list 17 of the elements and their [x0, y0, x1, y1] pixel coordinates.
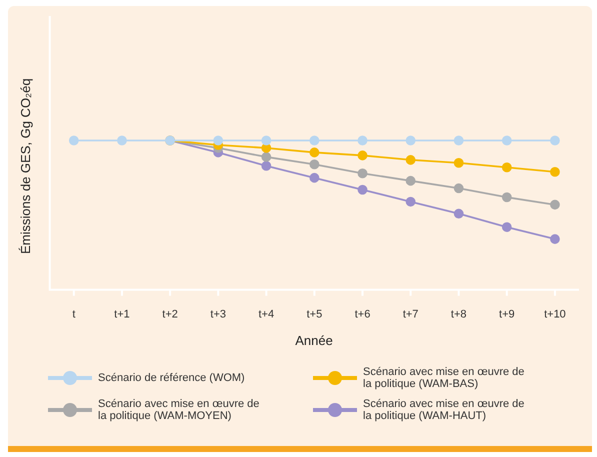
x-tick-label: t+1 [114, 308, 130, 320]
y-axis-title: Émissions de GES, Gg CO₂éq [18, 77, 33, 256]
x-tick-label: t+2 [162, 308, 178, 320]
x-tick-label: t+8 [450, 308, 467, 320]
x-tick-label: t+4 [258, 308, 274, 320]
x-tick-label: t+6 [354, 308, 370, 320]
x-tick-label: t+7 [402, 308, 418, 320]
legend-label: Scénario avec mise en œuvre de la politique (WAM-MOYEN) [98, 398, 260, 422]
x-tick-label: t+5 [306, 308, 322, 320]
legend-label: Scénario avec mise en œuvre de la politique (WAM-BAS) [363, 366, 526, 390]
x-tick-label: t+3 [210, 308, 226, 320]
legend-label: Scénario avec mise en œuvre de la politique (WAM-HAUT) [363, 398, 526, 422]
legend-label: Scénario de référence (WOM) [98, 372, 245, 384]
x-axis-title: Année [294, 333, 334, 348]
x-tick-label: t [72, 308, 76, 320]
x-tick-label: t+9 [499, 308, 515, 320]
x-tick-label: t+10 [544, 308, 566, 320]
